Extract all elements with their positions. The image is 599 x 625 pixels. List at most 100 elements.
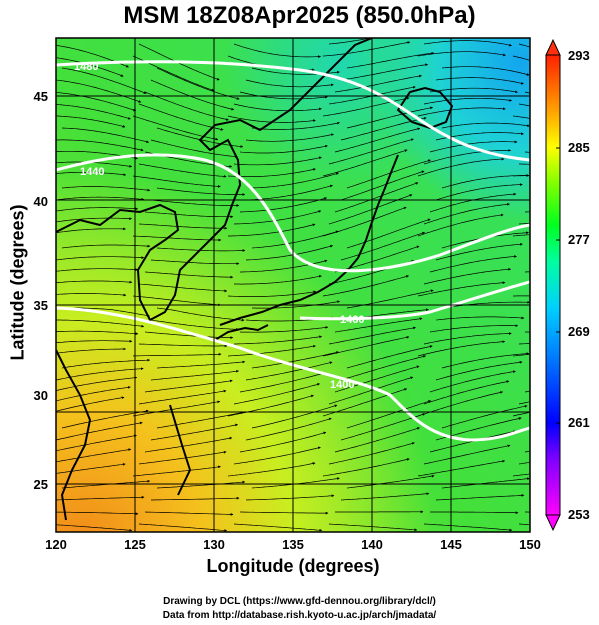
streamline: [150, 79, 235, 111]
streamline: [429, 255, 517, 273]
streamline: [132, 465, 221, 477]
streamline: [56, 347, 127, 354]
streamline: [132, 295, 221, 307]
streamline: [435, 183, 523, 201]
streamline: [239, 326, 329, 333]
streamline: [150, 369, 239, 381]
streamline: [239, 371, 327, 393]
x-tick: 135: [282, 537, 304, 552]
streamline: [423, 202, 510, 225]
streamline: [429, 87, 518, 94]
streamline: [328, 523, 418, 532]
streamline: [441, 66, 530, 76]
streamline: [340, 413, 426, 441]
streamline: [417, 107, 506, 117]
streamline: [245, 494, 335, 501]
streamline: [423, 380, 510, 405]
streamline: [346, 159, 431, 189]
streamline: [328, 38, 373, 45]
streamline: [156, 307, 245, 322]
streamline: [233, 103, 322, 112]
streamline: [233, 383, 321, 405]
streamline: [441, 300, 530, 309]
streamline: [245, 417, 332, 441]
streamline: [346, 400, 432, 429]
streamline: [132, 352, 222, 357]
streamline: [524, 271, 530, 273]
streamline: [435, 360, 523, 381]
streamline: [334, 365, 420, 393]
streamline: [417, 281, 506, 297]
streamline: [334, 74, 422, 93]
streamline: [441, 352, 530, 369]
streamline: [251, 172, 339, 189]
graticule: [56, 38, 530, 532]
streamline: [151, 496, 240, 501]
streamline: [56, 421, 143, 441]
streamline: [240, 511, 329, 515]
streamline: [441, 404, 528, 429]
streamline: [150, 423, 239, 441]
streamline: [138, 523, 228, 532]
y-tick: 35: [34, 298, 48, 313]
streamline: [512, 55, 530, 61]
streamline: [228, 223, 316, 237]
colorbar-tick: 293: [568, 48, 590, 63]
streamline: [156, 187, 246, 196]
streamline: [322, 41, 411, 57]
streamline: [531, 371, 599, 380]
credit-data: Data from http://database.rish.kyoto-u.a…: [162, 610, 437, 621]
streamline: [56, 293, 127, 297]
streamline: [144, 379, 233, 393]
plot-frame: [55, 37, 531, 533]
streamline: [138, 163, 227, 178]
height-contours: [56, 60, 530, 442]
streamline: [56, 463, 126, 474]
streamline: [56, 217, 133, 223]
streamline: [423, 149, 512, 165]
streamline: [56, 268, 139, 272]
streamline: [340, 355, 427, 381]
colorbar-min-arrow: [545, 514, 561, 532]
streamline: [524, 450, 530, 453]
y-tick: 30: [34, 388, 48, 403]
contour-label-2: 1440: [80, 166, 104, 178]
streamline: [251, 121, 340, 130]
streamline: [423, 523, 513, 532]
streamline: [423, 267, 512, 285]
streamline: [423, 97, 512, 105]
streamline: [239, 197, 328, 213]
streamline: [150, 199, 240, 207]
wind-streamlines: [56, 38, 599, 532]
streamline: [144, 211, 234, 219]
streamline: [531, 80, 599, 109]
streamline: [328, 376, 414, 405]
x-axis-title: Longitude (degrees): [206, 556, 380, 576]
colorbar-tick: 285: [568, 140, 590, 155]
streamline: [138, 283, 228, 293]
streamline: [245, 244, 334, 261]
streamline: [531, 200, 599, 205]
streamline: [346, 474, 435, 489]
streamline: [346, 106, 434, 129]
x-tick: 120: [45, 537, 67, 552]
streamline: [150, 259, 240, 266]
streamline: [340, 63, 429, 81]
streamline: [56, 448, 132, 463]
streamline: [245, 133, 334, 142]
streamline: [322, 458, 410, 477]
streamline: [430, 511, 519, 515]
chart-title: MSM 18Z08Apr2025 (850.0hPa): [123, 2, 476, 29]
streamline: [441, 174, 530, 189]
streamline: [512, 411, 530, 417]
streamline: [531, 498, 599, 500]
streamline: [156, 360, 246, 369]
streamline: [251, 351, 339, 369]
streamline: [233, 446, 321, 465]
x-tick: 140: [361, 537, 383, 552]
streamline: [56, 524, 133, 532]
colorbar-tick: 253: [568, 507, 590, 522]
streamline: [417, 157, 505, 177]
streamline: [346, 218, 431, 249]
